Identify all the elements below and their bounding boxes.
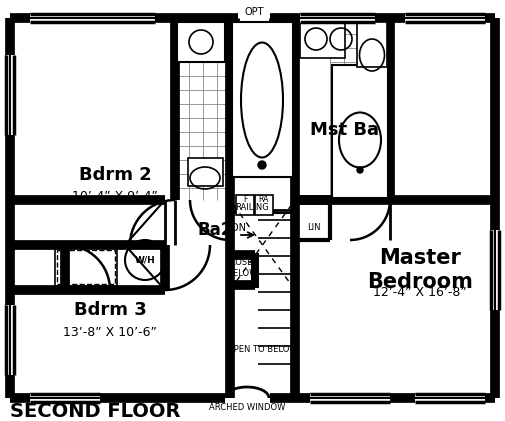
Bar <box>226 208 234 218</box>
Text: W/H: W/H <box>135 256 156 264</box>
Text: 12’-4” X 16’-8”: 12’-4” X 16’-8” <box>373 285 467 298</box>
Text: ARCHED WINDOW: ARCHED WINDOW <box>209 402 285 411</box>
Bar <box>310 394 390 403</box>
Bar <box>300 20 345 58</box>
Text: LIN: LIN <box>307 224 321 232</box>
Bar <box>6 305 15 375</box>
Text: Ba2: Ba2 <box>197 221 233 239</box>
Circle shape <box>258 161 266 169</box>
Bar <box>251 253 259 288</box>
Bar <box>491 230 500 310</box>
Circle shape <box>357 167 363 173</box>
Text: OPT: OPT <box>244 7 264 17</box>
Bar <box>30 14 155 23</box>
Bar <box>6 55 15 135</box>
Text: 10’-4” X 9’-4”: 10’-4” X 9’-4” <box>72 190 158 203</box>
Text: Master
Bedroom: Master Bedroom <box>367 248 473 292</box>
Bar <box>332 65 388 198</box>
Text: SECOND FLOOR: SECOND FLOOR <box>10 402 180 421</box>
Text: Bdrm 2: Bdrm 2 <box>79 166 152 184</box>
Bar <box>30 394 100 403</box>
Bar <box>188 158 223 186</box>
Bar <box>57 250 115 284</box>
Bar <box>415 394 485 403</box>
Text: 13’-8” X 10’-6”: 13’-8” X 10’-6” <box>63 325 157 338</box>
Bar <box>232 22 293 177</box>
Bar <box>357 22 387 67</box>
Bar <box>255 195 273 215</box>
Text: Mst Ba: Mst Ba <box>311 121 379 139</box>
Text: F: F <box>243 195 247 205</box>
Text: OPEN TO BELOW: OPEN TO BELOW <box>227 346 297 354</box>
Text: CLOSET
BELOW: CLOSET BELOW <box>226 258 258 278</box>
Bar <box>405 14 485 23</box>
Bar <box>226 253 234 288</box>
Text: RAILING: RAILING <box>235 203 269 211</box>
Text: DN: DN <box>230 223 245 233</box>
Text: RA: RA <box>258 195 268 205</box>
Bar <box>300 14 375 23</box>
Bar <box>291 208 299 218</box>
Bar <box>236 195 254 215</box>
Text: Bdrm 3: Bdrm 3 <box>74 301 146 319</box>
Bar <box>55 248 117 286</box>
Bar <box>177 22 225 62</box>
